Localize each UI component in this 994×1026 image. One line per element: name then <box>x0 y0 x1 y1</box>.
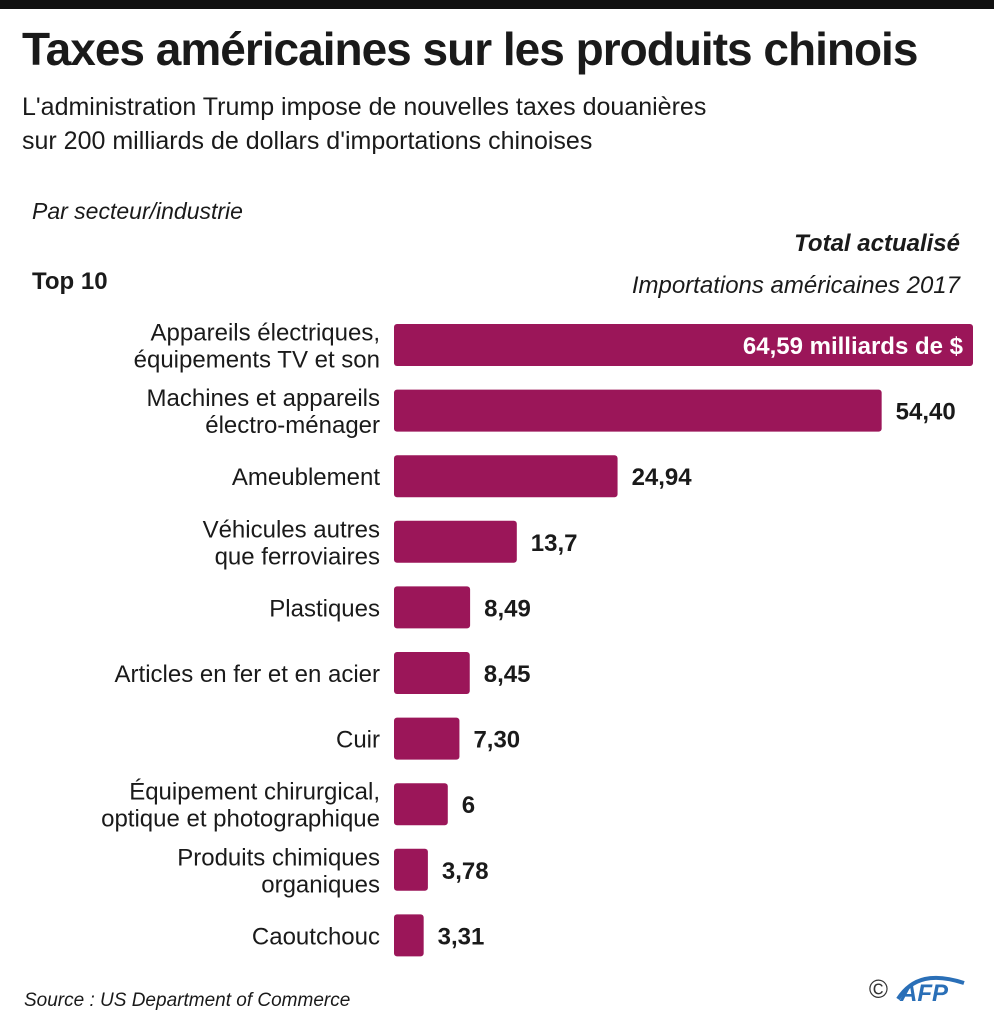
top10-label: Top 10 <box>32 268 108 295</box>
category-label-line: équipements TV et son <box>134 347 380 374</box>
by-sector-label: Par secteur/industrie <box>32 198 243 224</box>
bar-4 <box>394 520 517 563</box>
copyright-symbol: © <box>868 974 888 1004</box>
category-label-line: Plastiques <box>269 595 380 622</box>
category-label-line: Articles en fer et en acier <box>115 661 380 688</box>
category-label-2: Machines et appareils électro-ménager <box>147 385 380 439</box>
category-label-9: Produits chimiques organiques <box>177 844 380 898</box>
afp-logo-text: AFP <box>899 980 949 1005</box>
category-label-1: Appareils électriques, équipements TV et … <box>134 320 380 374</box>
bar-10 <box>394 914 424 957</box>
bar-1 <box>394 324 973 366</box>
subtitle-line-1: L'administration Trump impose de nouvell… <box>22 93 707 121</box>
source-note: Source : US Department of Commerce <box>24 990 351 1011</box>
total-label: Total actualisé <box>794 230 960 257</box>
value-label-5: 8,49 <box>484 595 531 622</box>
bar-6 <box>394 652 470 694</box>
value-label-6: 8,45 <box>484 661 531 688</box>
category-label-4: Véhicules autres que ferroviaires <box>203 516 380 570</box>
bar-5 <box>394 586 471 629</box>
category-label-line: Cuir <box>336 727 380 754</box>
top-rule <box>0 0 994 9</box>
value-label-9: 3,78 <box>442 858 489 885</box>
imports-label: Importations américaines 2017 <box>631 272 960 299</box>
category-label-10: Caoutchouc <box>252 923 380 950</box>
category-label-line: Ameublement <box>232 464 380 491</box>
value-label-3: 24,94 <box>632 464 693 491</box>
category-label-line: optique et photographique <box>101 806 380 833</box>
bar-3 <box>394 455 618 498</box>
category-label-line: Équipement chirurgical, <box>129 779 380 806</box>
chart-subtitle: L'administration Trump impose de nouvell… <box>22 90 706 158</box>
subtitle-line-2: sur 200 milliards de dollars d'importati… <box>22 127 593 155</box>
bar-2 <box>394 389 882 432</box>
value-label-10: 3,31 <box>438 923 485 950</box>
value-label-7: 7,30 <box>473 727 520 754</box>
category-label-line: Machines et appareils <box>147 385 380 412</box>
chart-title: Taxes américaines sur les produits chino… <box>22 23 918 75</box>
category-label-8: Équipement chirurgical, optique et photog… <box>101 779 380 833</box>
category-label-line: organiques <box>261 871 380 898</box>
bar-8 <box>394 783 448 826</box>
value-label-1: 64,59 milliards de $ <box>743 333 964 360</box>
category-label-line: Caoutchouc <box>252 923 380 950</box>
category-label-5: Plastiques <box>269 595 380 622</box>
category-label-line: Appareils électriques, <box>151 320 380 347</box>
category-label-line: Produits chimiques <box>177 844 380 871</box>
category-label-6: Articles en fer et en acier <box>115 661 380 688</box>
value-label-2: 54,40 <box>896 399 956 426</box>
bar-7 <box>394 717 460 760</box>
afp-credit: © AFP <box>869 974 968 1005</box>
category-label-line: Véhicules autres <box>203 516 380 543</box>
category-label-7: Cuir <box>336 727 380 754</box>
category-label-line: électro-ménager <box>205 412 380 439</box>
bar-9 <box>394 848 428 891</box>
value-label-8: 6 <box>462 792 475 819</box>
afp-logo-icon: AFP <box>896 975 965 1005</box>
category-label-line: que ferroviaires <box>215 543 380 570</box>
category-label-3: Ameublement <box>232 464 380 491</box>
value-label-4: 13,7 <box>531 530 578 557</box>
